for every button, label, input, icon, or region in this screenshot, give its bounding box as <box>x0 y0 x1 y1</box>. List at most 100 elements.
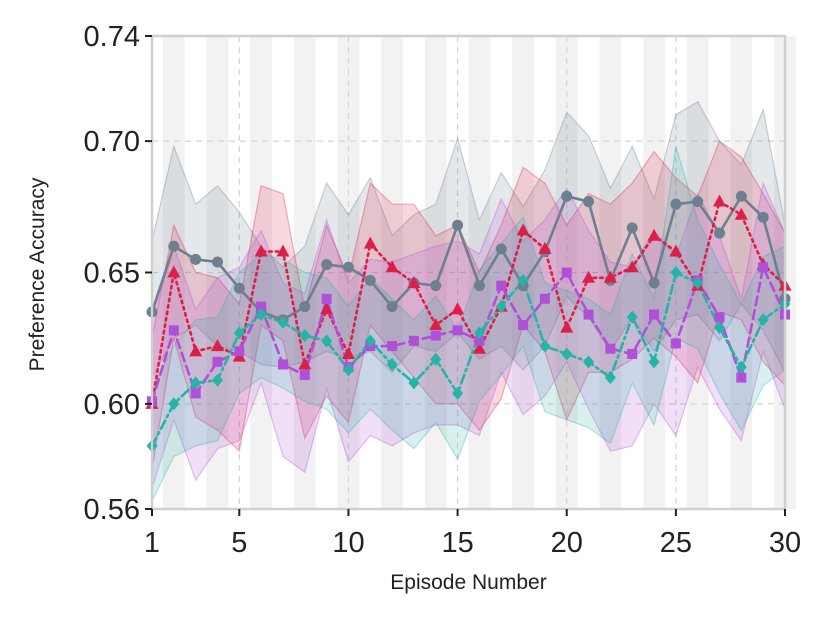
data-point-gray <box>321 259 333 271</box>
data-point-purple <box>474 335 485 346</box>
data-point-purple <box>758 262 769 273</box>
data-point-gray <box>626 222 638 234</box>
data-point-teal <box>670 266 682 279</box>
data-point-teal <box>168 397 180 411</box>
data-point-crimson <box>363 236 377 249</box>
background-band <box>512 36 534 509</box>
data-point-gray <box>583 196 595 208</box>
data-point-crimson <box>167 265 181 278</box>
data-point-crimson <box>298 357 312 370</box>
data-point-gray <box>299 301 311 313</box>
data-point-gray <box>233 282 245 294</box>
x-tick-label: 20 <box>551 527 583 559</box>
data-point-crimson <box>320 302 334 315</box>
background-band <box>468 36 491 509</box>
data-point-purple <box>168 325 179 336</box>
y-tick-label: 0.74 <box>84 21 140 53</box>
data-point-gray <box>452 219 464 231</box>
background-bands <box>162 36 796 509</box>
data-point-purple <box>736 372 747 383</box>
data-point-teal <box>604 371 616 385</box>
background-band <box>293 36 316 509</box>
data-point-teal <box>233 326 245 340</box>
data-point-teal <box>648 355 660 369</box>
data-point-crimson <box>429 318 443 331</box>
background-band <box>206 36 229 509</box>
y-axis-label: Preference Accuracy <box>26 177 49 371</box>
background-band <box>250 36 273 509</box>
data-point-crimson <box>669 244 683 257</box>
data-point-teal <box>583 355 595 369</box>
data-point-teal <box>277 315 289 329</box>
data-point-teal <box>190 376 202 390</box>
data-point-crimson <box>472 341 486 354</box>
data-point-teal <box>452 386 464 400</box>
data-point-crimson <box>647 228 661 241</box>
data-point-purple <box>387 341 398 352</box>
data-point-gray <box>714 227 726 239</box>
data-point-gray <box>473 280 485 292</box>
x-tick-label: 1 <box>144 527 160 559</box>
data-point-teal <box>735 360 747 374</box>
background-band <box>381 36 404 509</box>
data-point-teal <box>430 352 442 366</box>
data-point-purple <box>408 335 419 346</box>
x-tick-label: 5 <box>231 527 247 559</box>
data-point-crimson <box>210 339 224 352</box>
data-point-purple <box>430 330 441 341</box>
data-point-purple <box>190 388 201 399</box>
data-point-crimson <box>713 194 727 207</box>
data-point-teal <box>299 329 311 343</box>
data-point-crimson <box>582 270 596 283</box>
data-point-teal <box>364 334 376 348</box>
data-point-teal <box>692 276 704 290</box>
data-point-crimson <box>189 344 203 357</box>
data-point-teal <box>757 313 769 327</box>
data-point-purple <box>627 348 638 359</box>
data-point-purple <box>649 309 660 320</box>
data-point-gray <box>190 253 202 265</box>
background-band <box>643 36 665 509</box>
data-point-purple <box>714 312 725 323</box>
data-point-teal <box>626 310 638 324</box>
data-point-crimson <box>451 302 465 315</box>
data-point-gray <box>757 211 769 223</box>
data-point-gray <box>735 190 747 202</box>
data-point-purple <box>277 359 288 370</box>
data-point-gray <box>342 261 354 273</box>
data-point-crimson <box>734 207 748 220</box>
data-point-purple <box>321 293 332 304</box>
data-point-purple <box>212 356 223 367</box>
data-point-teal <box>473 326 485 340</box>
data-point-gray <box>561 190 573 202</box>
data-point-purple <box>539 293 550 304</box>
data-point-gray <box>364 274 376 286</box>
data-point-purple <box>605 343 616 354</box>
background-band <box>686 36 709 509</box>
data-point-gray <box>670 198 682 210</box>
background-band <box>424 36 447 509</box>
data-point-purple <box>452 325 463 336</box>
data-point-teal <box>386 357 398 371</box>
data-point-purple <box>583 309 594 320</box>
x-tick-label: 30 <box>769 527 801 559</box>
data-point-purple <box>299 369 310 380</box>
data-point-gray <box>168 240 180 252</box>
data-point-gray <box>211 256 223 268</box>
x-tick-label: 15 <box>441 527 473 559</box>
data-point-crimson <box>625 260 639 273</box>
data-point-teal <box>408 376 420 390</box>
data-point-gray <box>386 301 398 313</box>
x-axis-label: Episode Number <box>390 571 546 594</box>
y-tick-label: 0.70 <box>84 126 140 158</box>
y-tick-label: 0.65 <box>84 258 140 290</box>
data-point-gray <box>648 277 660 289</box>
data-point-crimson <box>254 244 268 257</box>
data-point-teal <box>539 339 551 353</box>
data-point-teal <box>561 347 573 361</box>
data-point-crimson <box>385 260 399 273</box>
data-point-crimson <box>538 241 552 254</box>
data-point-crimson <box>603 270 617 283</box>
data-point-crimson <box>560 320 574 333</box>
